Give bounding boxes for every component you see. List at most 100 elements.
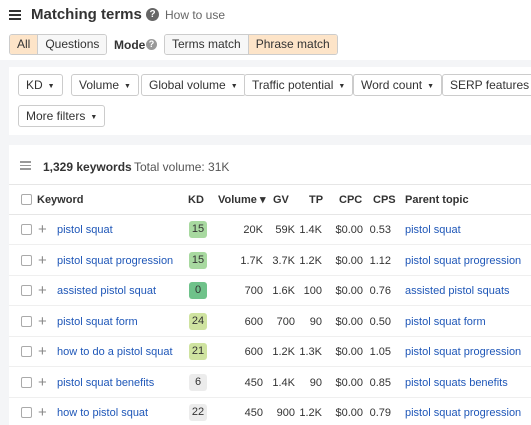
cpc-value: $0.00 [335, 315, 363, 328]
add-to-list-icon[interactable]: + [38, 343, 47, 360]
gv-value: 1.6K [272, 285, 295, 297]
cps-value: 0.50 [369, 315, 391, 328]
add-to-list-icon[interactable]: + [38, 221, 47, 238]
parent-topic-link[interactable]: pistol squat progression [405, 346, 522, 358]
kd-badge: 21 [189, 343, 207, 360]
keyword-link[interactable]: pistol squat benefits [57, 376, 155, 389]
filter-traffic-potential-button[interactable]: Traffic potential ▼ [244, 74, 354, 96]
filter-label: Traffic potential [252, 78, 334, 92]
kd-badge: 15 [189, 221, 207, 238]
mode-switch: Terms match Phrase match [164, 34, 338, 55]
more-filters-button[interactable]: More filters ▼ [18, 105, 106, 127]
col-keyword[interactable]: Keyword [37, 194, 84, 206]
gv-value: 900 [276, 407, 295, 419]
add-to-list-icon[interactable]: + [38, 373, 47, 391]
col-tp[interactable]: TP [309, 194, 324, 206]
keyword-link[interactable]: assisted pistol squat [57, 285, 157, 297]
filter-label: SERP features [450, 78, 530, 92]
cpc-value: $0.00 [335, 224, 363, 236]
sort-desc-icon: ▾ [259, 194, 266, 206]
cps-value: 0.79 [369, 407, 391, 419]
filter-kd-button[interactable]: KD ▼ [18, 74, 63, 96]
filter-label: Word count [361, 78, 423, 92]
tp-value: 100 [303, 285, 322, 297]
parent-topic-link[interactable]: pistol squat form [405, 315, 486, 328]
list-icon[interactable] [20, 161, 31, 172]
col-cps[interactable]: CPS [373, 194, 396, 206]
mode-help-icon[interactable]: ? [146, 39, 157, 50]
filter-label: Global volume [149, 78, 226, 92]
row-checkbox[interactable] [21, 315, 32, 327]
table-row: + pistol squat benefits 6 450 1.4K 90 $0.00 0.8… [9, 368, 531, 398]
row-checkbox[interactable] [21, 254, 32, 266]
results-summary: 1,329 keywords Total volume: 31K [9, 145, 531, 185]
add-to-list-icon[interactable]: + [38, 404, 47, 421]
page-header: Matching terms ? How to use [0, 0, 531, 29]
col-gv[interactable]: GV [273, 194, 289, 206]
volume-value: 450 [244, 407, 263, 419]
parent-topic-link[interactable]: pistol squat progression [405, 407, 522, 419]
toolbar: All Questions Mode ? Terms match Phrase … [0, 29, 531, 60]
tab-all[interactable]: All [10, 35, 38, 54]
type-tabs: All Questions [9, 34, 108, 55]
results-panel: 1,329 keywords Total volume: 31K Keyword… [9, 145, 531, 425]
col-cpc[interactable]: CPC [339, 194, 363, 206]
tab-questions[interactable]: Questions [37, 35, 107, 54]
filter-serp-features-button[interactable]: SERP features▼ [442, 74, 531, 96]
volume-value: 600 [244, 346, 263, 358]
cps-value: 1.12 [369, 254, 391, 267]
filter-volume-button[interactable]: Volume ▼ [71, 74, 139, 96]
parent-topic-link[interactable]: pistol squat progression [405, 254, 522, 267]
mode-terms-match[interactable]: Terms match [165, 35, 248, 54]
volume-value: 1.7K [240, 254, 263, 267]
parent-topic-link[interactable]: pistol squat [405, 224, 461, 236]
caret-down-icon: ▼ [47, 83, 55, 90]
mode-phrase-match[interactable]: Phrase match [247, 35, 337, 54]
row-checkbox[interactable] [21, 285, 32, 296]
row-checkbox[interactable] [21, 376, 32, 388]
how-to-use-link[interactable]: How to use [165, 8, 226, 22]
caret-down-icon: ▼ [338, 83, 346, 90]
caret-down-icon: ▼ [124, 83, 131, 90]
add-to-list-icon[interactable]: + [38, 282, 47, 299]
add-to-list-icon[interactable]: + [38, 312, 47, 330]
row-checkbox[interactable] [21, 224, 32, 235]
tp-value: 1.2K [299, 407, 322, 419]
keyword-link[interactable]: pistol squat [57, 224, 113, 236]
cpc-value: $0.00 [335, 407, 363, 419]
caret-down-icon: ▼ [230, 83, 238, 90]
col-volume[interactable]: Volume ▾ [218, 185, 266, 215]
caret-down-icon: ▼ [90, 114, 98, 121]
col-volume-label: Volume [218, 194, 257, 206]
hamburger-menu-icon[interactable] [9, 10, 21, 20]
caret-down-icon: ▼ [427, 83, 435, 90]
table-row: + pistol squat form 24 600 700 90 $0.00 0.50 pis… [9, 307, 531, 337]
row-checkbox[interactable] [21, 407, 32, 418]
filter-word-count-button[interactable]: Word count ▼ [353, 74, 443, 96]
col-parent-topic[interactable]: Parent topic [405, 194, 469, 206]
keyword-link[interactable]: pistol squat form [57, 315, 138, 328]
table-row: + how to pistol squat 22 450 900 1.2K $0.00 0.7… [9, 398, 531, 425]
kd-badge: 6 [189, 373, 207, 391]
keyword-link[interactable]: how to pistol squat [57, 407, 149, 419]
keyword-link[interactable]: how to do a pistol squat [57, 346, 173, 358]
cpc-value: $0.00 [335, 376, 363, 389]
gv-value: 700 [276, 315, 295, 328]
row-checkbox[interactable] [21, 346, 32, 357]
table-row: + pistol squat progression 15 1.7K 3.7K 1.2K $… [9, 246, 531, 276]
kd-badge: 24 [189, 312, 207, 330]
table-row: + assisted pistol squat 0 700 1.6K 100 $0.00 0.… [9, 276, 531, 306]
tp-value: 90 [309, 315, 322, 328]
add-to-list-icon[interactable]: + [38, 251, 47, 269]
keyword-link[interactable]: pistol squat progression [57, 254, 174, 267]
tp-value: 1.3K [299, 346, 322, 358]
select-all-checkbox[interactable] [21, 194, 32, 205]
filter-global-volume-button[interactable]: Global volume ▼ [141, 74, 246, 96]
cps-value: 0.53 [369, 224, 391, 236]
parent-topic-link[interactable]: assisted pistol squats [405, 285, 510, 297]
table-row: + how to do a pistol squat 21 600 1.2K 1.3K $0… [9, 337, 531, 367]
help-icon[interactable]: ? [146, 8, 159, 21]
cpc-value: $0.00 [335, 254, 363, 267]
col-kd[interactable]: KD [188, 194, 204, 206]
parent-topic-link[interactable]: pistol squats benefits [405, 376, 508, 389]
